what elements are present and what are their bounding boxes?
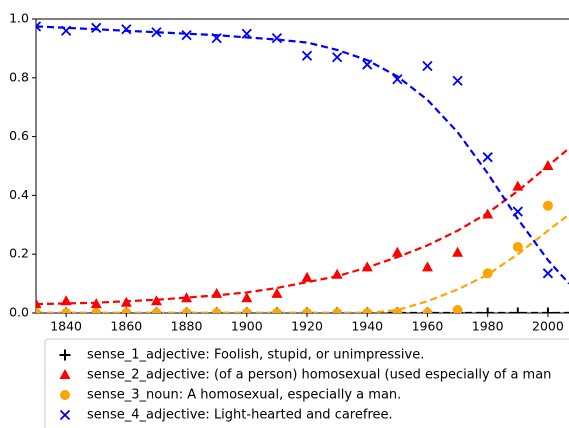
- point: [392, 308, 403, 313]
- point: [421, 261, 433, 272]
- point: [331, 52, 343, 63]
- x-tick-label: 1960: [412, 319, 444, 334]
- point: [120, 296, 132, 307]
- fit-line: [36, 213, 569, 313]
- point: [482, 152, 493, 163]
- y-tick-label: 0.4: [9, 187, 29, 202]
- point: [482, 307, 494, 313]
- point: [121, 24, 132, 35]
- point: [482, 208, 494, 219]
- point: [36, 21, 42, 32]
- point: [512, 180, 524, 191]
- x-tick-label: 1920: [291, 319, 323, 334]
- point: [121, 308, 132, 313]
- point: [181, 30, 192, 41]
- point: [452, 305, 463, 313]
- point: [301, 50, 313, 61]
- point: [271, 287, 283, 298]
- point: [422, 308, 433, 313]
- point: [241, 292, 253, 303]
- point: [36, 308, 41, 313]
- legend-marker: [59, 409, 71, 421]
- point: [91, 22, 102, 33]
- point: [271, 32, 283, 44]
- legend-marker: [59, 369, 71, 379]
- point: [452, 75, 463, 86]
- legend-box: [44, 338, 569, 428]
- x-tick-label: 1840: [50, 319, 82, 334]
- legend-label: sense_1_adjective: Foolish, stupid, or u…: [87, 348, 424, 363]
- y-tick-label: 0.2: [9, 246, 29, 261]
- point: [61, 308, 72, 313]
- y-tick-label: 0.8: [9, 69, 29, 84]
- point: [512, 206, 523, 217]
- point: [452, 246, 464, 257]
- point: [302, 308, 313, 313]
- point: [542, 268, 554, 279]
- point: [211, 308, 222, 313]
- point: [91, 308, 102, 313]
- point: [362, 59, 373, 70]
- point: [332, 308, 343, 313]
- legend-marker: [60, 390, 70, 400]
- point: [90, 298, 102, 309]
- legend-marker: [59, 349, 71, 361]
- x-tick-label: 1900: [231, 319, 263, 334]
- x-tick-label: 1980: [472, 319, 504, 334]
- point: [512, 307, 524, 313]
- x-tick-label: 1860: [110, 319, 142, 334]
- point: [271, 308, 282, 313]
- legend-label: sense_4_adjective: Light-hearted and car…: [87, 408, 393, 423]
- point: [331, 268, 343, 279]
- point: [512, 241, 523, 252]
- point: [482, 268, 493, 279]
- point: [392, 74, 403, 85]
- y-tick-label: 1.0: [9, 11, 29, 26]
- point: [241, 308, 252, 313]
- fit-line: [36, 25, 569, 285]
- point: [151, 308, 162, 313]
- point: [391, 246, 403, 257]
- point: [361, 261, 373, 272]
- point: [36, 298, 42, 309]
- x-tick-label: 2000: [532, 319, 564, 334]
- y-tick-label: 0.6: [9, 128, 29, 143]
- point: [181, 292, 193, 303]
- point: [151, 27, 162, 38]
- point: [542, 307, 554, 313]
- legend-label: sense_2_adjective: (of a person) homosex…: [87, 368, 551, 383]
- point: [362, 308, 373, 313]
- legend-label: sense_3_noun: A homosexual, especially a…: [87, 388, 401, 403]
- point: [542, 160, 554, 170]
- point: [301, 271, 313, 282]
- point: [60, 295, 72, 306]
- point: [60, 25, 72, 36]
- point: [181, 308, 192, 313]
- point: [150, 295, 162, 306]
- y-tick-label: 0.0: [9, 305, 29, 320]
- x-tick-label: 1940: [351, 319, 383, 334]
- fit-line: [36, 147, 569, 306]
- point: [241, 28, 252, 39]
- point: [422, 60, 433, 72]
- x-tick-label: 1880: [171, 319, 203, 334]
- point: [211, 32, 222, 44]
- point: [211, 287, 223, 298]
- point: [542, 200, 553, 211]
